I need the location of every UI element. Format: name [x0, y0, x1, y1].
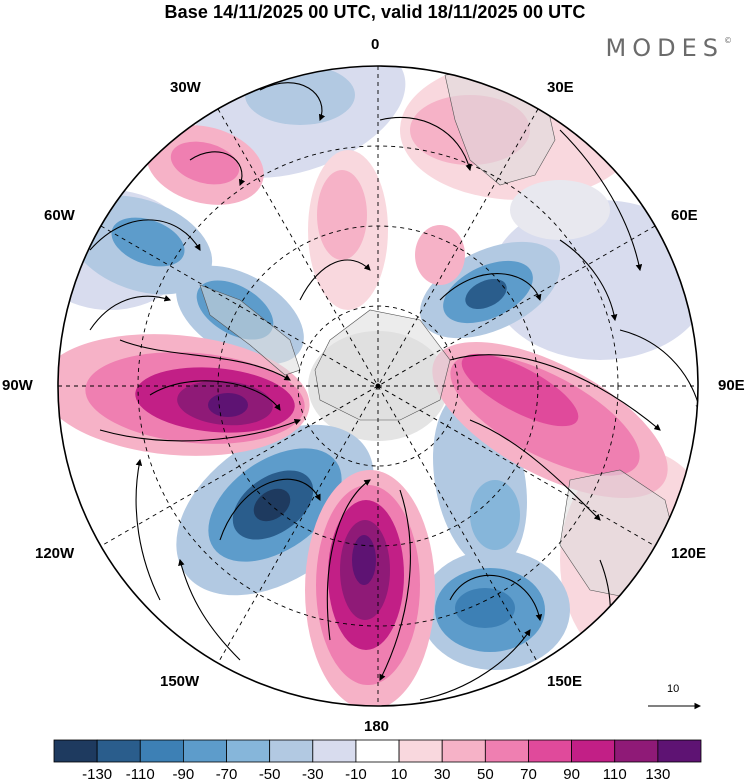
colorbar-tick-label: 10 — [390, 766, 408, 783]
colorbar-swatch — [441, 739, 486, 763]
colorbar-tick-label: 110 — [602, 766, 627, 783]
lon-label-90w: 90W — [2, 377, 33, 394]
colorbar-swatch — [269, 739, 314, 763]
colorbar-tick-label: 90 — [563, 766, 580, 783]
colorbar-tick-label: 30 — [433, 766, 451, 783]
colorbar-swatch — [398, 739, 443, 763]
colorbar-tick-label: -30 — [301, 766, 324, 783]
reference-vector-label: 10 — [667, 683, 680, 695]
map-boundary — [57, 65, 699, 707]
colorbar — [53, 739, 702, 763]
colorbar-tick-label: -50 — [258, 766, 281, 783]
colorbar-swatch — [355, 739, 400, 763]
colorbar-tick-label: -70 — [215, 766, 238, 783]
colorbar-swatch — [182, 739, 227, 763]
colorbar-tick-label: 70 — [520, 766, 537, 783]
anomaly-field — [58, 66, 698, 706]
colorbar-tick-label: -10 — [345, 766, 367, 783]
colorbar-tick-label: 50 — [476, 766, 494, 783]
colorbar-tick-label: -90 — [172, 766, 195, 783]
colorbar-swatch — [528, 739, 573, 763]
colorbar-tick-label: -130 — [82, 766, 113, 783]
lon-label-150w: 150W — [160, 673, 200, 690]
lon-label-60w: 60W — [44, 207, 75, 224]
colorbar-tick-label: -110 — [125, 766, 155, 783]
colorbar-swatch — [53, 739, 98, 763]
colorbar-swatch — [614, 739, 659, 763]
colorbar-swatch — [312, 739, 357, 763]
lon-label-150e: 150E — [547, 673, 583, 690]
colorbar-swatch — [139, 739, 184, 763]
pole-marker — [375, 383, 381, 389]
colorbar-swatch — [657, 739, 702, 763]
lon-label-30w: 30W — [170, 79, 201, 96]
lon-label-90e: 90E — [718, 377, 745, 394]
colorbar-swatch — [226, 739, 271, 763]
lon-label-120w: 120W — [35, 545, 75, 562]
colorbar-swatch — [571, 739, 616, 763]
modes-logo: MODES© — [605, 34, 732, 62]
colorbar-swatch — [484, 739, 529, 763]
colorbar-swatch — [96, 739, 141, 763]
lon-label-180: 180 — [364, 718, 390, 735]
lon-label-0: 0 — [371, 36, 380, 53]
lon-label-120e: 120E — [671, 545, 707, 562]
colorbar-tick-label: 130 — [645, 766, 671, 783]
lon-label-60e: 60E — [671, 207, 698, 224]
lon-label-30e: 30E — [547, 79, 574, 96]
map-title: Base 14/11/2025 00 UTC, valid 18/11/2025… — [164, 2, 586, 22]
